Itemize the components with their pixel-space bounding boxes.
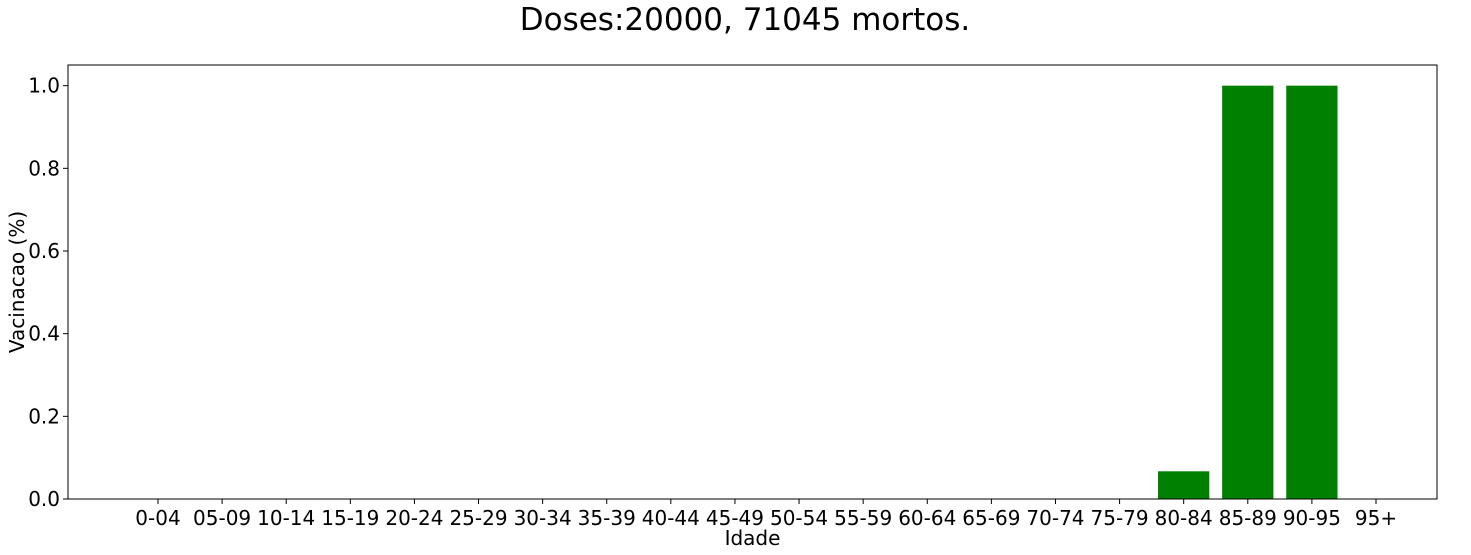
y-tick-label: 1.0 <box>28 74 60 98</box>
x-tick-label: 75-79 <box>1091 506 1149 530</box>
y-tick-label: 0.4 <box>28 322 60 346</box>
x-tick-label: 50-54 <box>770 506 828 530</box>
x-tick-label: 0-04 <box>135 506 180 530</box>
x-tick-label: 45-49 <box>706 506 764 530</box>
x-tick-label: 85-89 <box>1219 506 1277 530</box>
x-tick-label: 80-84 <box>1155 506 1213 530</box>
x-tick-label: 25-29 <box>449 506 507 530</box>
x-tick-label: 95+ <box>1355 506 1397 530</box>
y-tick-label: 0.8 <box>28 156 60 180</box>
y-tick-label: 0.2 <box>28 404 60 428</box>
x-axis-label: Idade <box>725 526 781 550</box>
x-tick-label: 55-59 <box>834 506 892 530</box>
x-tick-label: 05-09 <box>193 506 251 530</box>
y-axis-ticks: 0.0 0.2 0.4 0.6 0.8 1.0 <box>28 74 68 511</box>
x-tick-label: 20-24 <box>385 506 443 530</box>
x-tick-label: 60-64 <box>898 506 956 530</box>
x-axis-ticks: 0-04 05-09 10-14 15-19 20-24 25-29 30-34 35-39 4… <box>135 499 1397 530</box>
x-tick-label: 15-19 <box>321 506 379 530</box>
chart-title: Doses:20000, 71045 mortos. <box>519 2 971 38</box>
y-axis-label: Vacinacao (%) <box>5 211 29 353</box>
plot-frame <box>67 64 1438 500</box>
x-tick-label: 35-39 <box>578 506 636 530</box>
x-tick-label: 65-69 <box>962 506 1020 530</box>
bars-group <box>1158 85 1338 500</box>
bar-80-84 <box>1158 471 1210 499</box>
x-tick-label: 40-44 <box>642 506 700 530</box>
x-tick-label: 70-74 <box>1026 506 1084 530</box>
y-tick-label: 0.0 <box>28 487 60 511</box>
x-tick-label: 90-95 <box>1283 506 1341 530</box>
x-tick-label: 10-14 <box>257 506 315 530</box>
y-tick-label: 0.6 <box>28 239 60 263</box>
x-tick-label: 30-34 <box>514 506 572 530</box>
bar-90-95 <box>1286 85 1338 500</box>
bar-85-89 <box>1222 85 1274 500</box>
